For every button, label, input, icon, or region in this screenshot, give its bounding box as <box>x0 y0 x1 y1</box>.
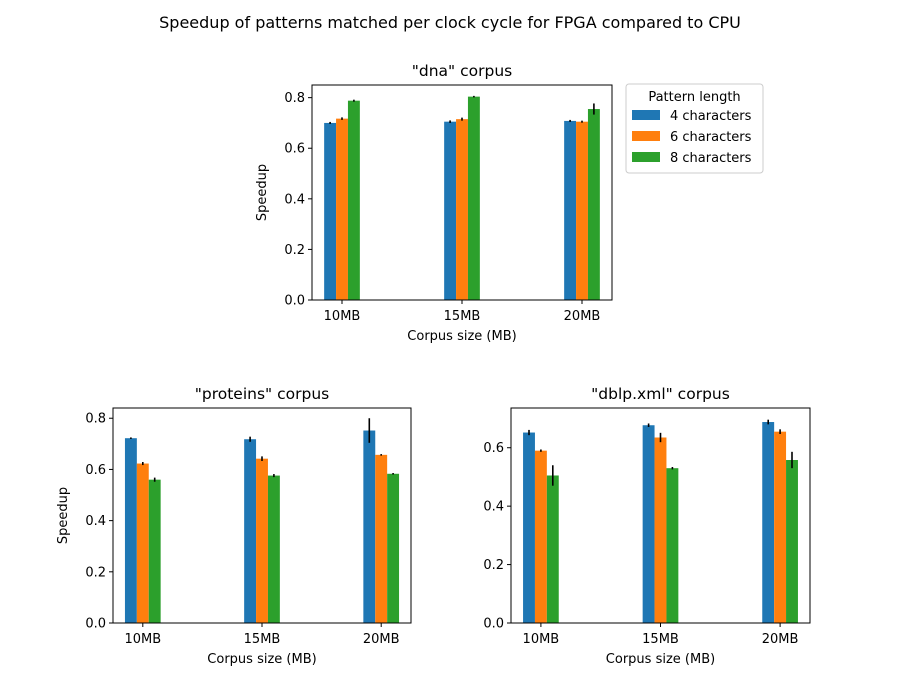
bar-3-2-2 <box>654 437 667 623</box>
legend-entry-2: 6 characters <box>670 130 752 145</box>
chart-panels: 0.0 0.2 0.4 0.6 0.8 10MB 15MB 20MB "dna" corpus C… <box>56 62 811 667</box>
bar-3-3-3 <box>786 460 798 623</box>
y-tick-label: 0.4 <box>483 500 504 515</box>
y-tick-label: 0.0 <box>284 294 305 309</box>
x-tick-label: 10MB <box>523 632 560 647</box>
bar-3-2-3 <box>774 431 787 623</box>
y-tick-label: 0.8 <box>85 412 106 427</box>
y-axis-label: Speedup <box>255 164 270 221</box>
panel-title: "dna" corpus <box>412 62 512 80</box>
legend-title: Pattern length <box>648 90 740 105</box>
legend-swatch-3 <box>632 152 660 162</box>
legend-swatch-1 <box>632 110 660 120</box>
y-tick-label: 0.4 <box>284 192 305 207</box>
bar-1-2-3 <box>576 121 588 301</box>
legend-entry-1: 4 characters <box>670 109 752 124</box>
x-axis-label: Corpus size (MB) <box>207 652 316 667</box>
bar-2-1-3 <box>363 430 376 623</box>
bar-2-3-2 <box>267 475 280 623</box>
y-tick-label: 0.0 <box>483 617 504 632</box>
bar-2-1-1 <box>124 438 137 623</box>
x-tick-label: 20MB <box>363 632 400 647</box>
bar-3-1-1 <box>523 432 535 623</box>
bar-1-3-3 <box>587 109 600 300</box>
bar-1-1-1 <box>324 122 337 300</box>
bar-1-3-2 <box>467 96 480 300</box>
bar-2-2-2 <box>256 458 268 623</box>
bar-3-1-2 <box>642 425 655 623</box>
x-tick-label: 10MB <box>324 309 361 324</box>
x-tick-label: 10MB <box>124 632 161 647</box>
y-tick-label: 0.8 <box>284 91 305 106</box>
bar-3-3-2 <box>666 468 679 623</box>
x-tick-label: 20MB <box>762 632 799 647</box>
x-axis-label: Corpus size (MB) <box>407 329 516 344</box>
panel-1: 0.0 0.2 0.4 0.6 0.8 10MB 15MB 20MB "dna" corpus C… <box>255 62 613 344</box>
bar-3-3-1 <box>546 475 559 623</box>
y-tick-label: 0.2 <box>284 243 305 258</box>
bar-3-2-1 <box>534 450 547 623</box>
y-tick-label: 0.2 <box>483 558 504 573</box>
bar-1-2-2 <box>456 119 468 301</box>
panel-3: 0.0 0.2 0.4 0.6 10MB 15MB 20MB "dblp.xml" corpu… <box>483 385 811 667</box>
x-tick-label: 20MB <box>564 309 601 324</box>
legend-swatch-2 <box>632 131 660 141</box>
x-tick-label: 15MB <box>642 632 679 647</box>
bar-2-2-3 <box>375 454 388 623</box>
bar-1-3-1 <box>347 100 360 301</box>
x-tick-label: 15MB <box>244 632 281 647</box>
y-tick-label: 0.6 <box>85 463 106 478</box>
x-axis-label: Corpus size (MB) <box>606 652 715 667</box>
bar-3-1-3 <box>762 422 775 623</box>
bar-2-1-2 <box>244 439 257 623</box>
y-axis-label: Speedup <box>56 487 71 544</box>
bar-2-2-1 <box>136 463 149 623</box>
legend-frame <box>625 83 764 174</box>
bar-1-2-1 <box>336 118 348 300</box>
y-tick-label: 0.6 <box>284 142 305 157</box>
y-tick-label: 0.0 <box>85 617 106 632</box>
x-tick-label: 15MB <box>444 309 481 324</box>
panel-title: "dblp.xml" corpus <box>591 385 730 403</box>
panel-2: 0.0 0.2 0.4 0.6 0.8 10MB 15MB 20MB "proteins" co… <box>56 385 412 667</box>
panel-title: "proteins" corpus <box>195 385 329 403</box>
bar-1-1-3 <box>564 120 577 300</box>
y-tick-label: 0.2 <box>85 565 106 580</box>
y-tick-label: 0.4 <box>85 514 106 529</box>
bar-2-3-1 <box>148 479 161 623</box>
figure-title: Speedup of patterns matched per clock cy… <box>159 13 741 32</box>
y-tick-label: 0.6 <box>483 441 504 456</box>
legend-entry-3: 8 characters <box>670 151 752 166</box>
chart-legend: Pattern length 4 characters 6 characters 8 … <box>625 83 764 174</box>
bar-1-1-2 <box>444 121 457 301</box>
bar-2-3-3 <box>387 473 400 623</box>
